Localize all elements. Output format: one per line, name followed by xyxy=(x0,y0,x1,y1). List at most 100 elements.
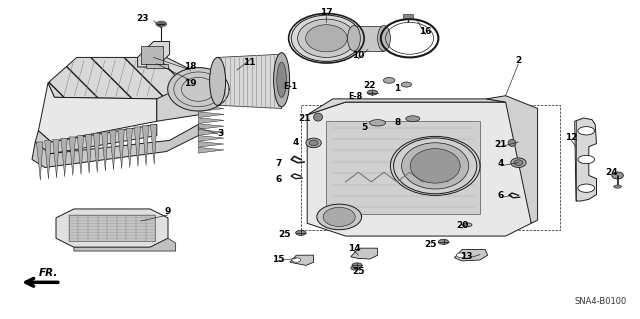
Polygon shape xyxy=(198,136,224,141)
Text: 9: 9 xyxy=(164,207,171,216)
Text: 19: 19 xyxy=(184,79,197,88)
Polygon shape xyxy=(61,138,67,177)
Polygon shape xyxy=(142,126,148,166)
Text: 25: 25 xyxy=(278,230,291,239)
Text: 2: 2 xyxy=(515,56,522,65)
Ellipse shape xyxy=(514,160,523,166)
Text: 6: 6 xyxy=(275,175,282,184)
Text: 1: 1 xyxy=(394,84,400,93)
Text: 16: 16 xyxy=(419,27,432,36)
Polygon shape xyxy=(36,142,43,180)
Ellipse shape xyxy=(351,266,360,270)
Text: 20: 20 xyxy=(456,221,468,230)
Ellipse shape xyxy=(394,138,477,194)
Text: 13: 13 xyxy=(460,252,472,261)
Polygon shape xyxy=(198,130,224,135)
Polygon shape xyxy=(157,77,205,121)
Polygon shape xyxy=(35,124,157,154)
Text: 21: 21 xyxy=(494,140,507,149)
Polygon shape xyxy=(118,130,124,169)
Ellipse shape xyxy=(291,15,362,61)
Polygon shape xyxy=(146,64,168,68)
Text: SNA4-B0100: SNA4-B0100 xyxy=(575,297,627,306)
Text: 14: 14 xyxy=(348,244,360,253)
Polygon shape xyxy=(85,134,92,174)
Ellipse shape xyxy=(309,140,318,146)
Circle shape xyxy=(456,253,465,257)
Text: FR.: FR. xyxy=(38,268,58,278)
Polygon shape xyxy=(575,118,596,201)
Text: 23: 23 xyxy=(136,14,148,23)
Polygon shape xyxy=(454,249,488,261)
Ellipse shape xyxy=(298,19,355,57)
Text: 4: 4 xyxy=(292,138,299,147)
Polygon shape xyxy=(290,255,314,265)
Text: E-8: E-8 xyxy=(348,92,362,101)
Polygon shape xyxy=(109,131,116,170)
Polygon shape xyxy=(69,215,155,241)
Ellipse shape xyxy=(614,185,621,188)
Polygon shape xyxy=(150,124,157,164)
Polygon shape xyxy=(48,57,205,99)
Polygon shape xyxy=(198,118,224,123)
Polygon shape xyxy=(45,141,51,179)
Ellipse shape xyxy=(277,62,287,97)
Text: 7: 7 xyxy=(275,159,282,167)
Polygon shape xyxy=(198,147,224,153)
Ellipse shape xyxy=(348,26,360,51)
Ellipse shape xyxy=(274,53,290,107)
Polygon shape xyxy=(56,209,168,247)
Polygon shape xyxy=(69,137,76,176)
Polygon shape xyxy=(138,41,170,67)
Polygon shape xyxy=(351,248,378,259)
Ellipse shape xyxy=(511,158,526,167)
Ellipse shape xyxy=(367,90,378,95)
Ellipse shape xyxy=(306,138,321,148)
Text: 25: 25 xyxy=(352,267,365,276)
Ellipse shape xyxy=(410,149,460,183)
Text: 4: 4 xyxy=(497,159,504,168)
Ellipse shape xyxy=(210,57,226,105)
Ellipse shape xyxy=(438,239,449,244)
Circle shape xyxy=(578,184,595,192)
Ellipse shape xyxy=(401,82,412,87)
Circle shape xyxy=(578,155,595,164)
Polygon shape xyxy=(326,121,480,214)
Text: 3: 3 xyxy=(218,130,224,138)
Text: 10: 10 xyxy=(352,51,365,60)
Ellipse shape xyxy=(402,143,469,189)
Circle shape xyxy=(156,21,166,26)
Polygon shape xyxy=(134,127,141,167)
Ellipse shape xyxy=(508,139,516,146)
Polygon shape xyxy=(218,54,282,108)
Ellipse shape xyxy=(378,26,390,51)
Ellipse shape xyxy=(370,120,385,126)
Ellipse shape xyxy=(323,207,355,226)
Text: 6: 6 xyxy=(497,191,504,200)
Polygon shape xyxy=(52,139,59,178)
Text: 5: 5 xyxy=(362,123,368,132)
Ellipse shape xyxy=(612,172,623,179)
Polygon shape xyxy=(486,96,538,223)
Text: 25: 25 xyxy=(424,241,436,249)
Text: 8: 8 xyxy=(395,118,401,127)
Polygon shape xyxy=(74,238,175,251)
Text: 12: 12 xyxy=(564,133,577,142)
Polygon shape xyxy=(354,26,384,51)
Text: 24: 24 xyxy=(605,168,618,177)
Ellipse shape xyxy=(314,113,323,121)
Text: 15: 15 xyxy=(272,255,285,263)
Polygon shape xyxy=(198,112,224,118)
Text: 21: 21 xyxy=(298,114,311,123)
Polygon shape xyxy=(198,106,224,112)
Polygon shape xyxy=(198,141,224,147)
Polygon shape xyxy=(126,128,132,168)
Text: 18: 18 xyxy=(184,63,197,71)
Polygon shape xyxy=(168,68,229,111)
Ellipse shape xyxy=(317,204,362,230)
Polygon shape xyxy=(77,136,84,174)
Text: 17: 17 xyxy=(320,8,333,17)
Polygon shape xyxy=(307,102,531,236)
Ellipse shape xyxy=(383,78,395,83)
Circle shape xyxy=(292,258,301,262)
